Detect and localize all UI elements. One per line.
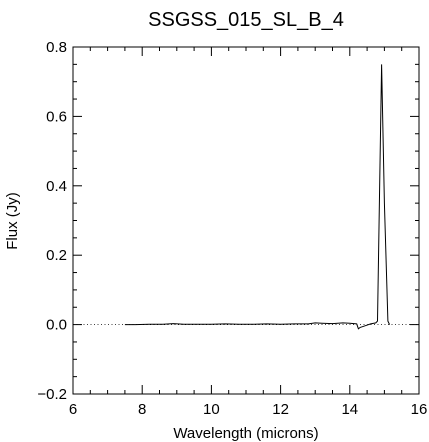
x-tick-label: 14 xyxy=(341,401,358,418)
x-tick-label: 6 xyxy=(69,401,77,418)
x-axis: 6 8 10 12 14 16 xyxy=(69,47,428,418)
chart-title: SSGSS_015_SL_B_4 xyxy=(148,9,344,31)
x-tick-label: 16 xyxy=(411,401,428,418)
y-tick-label: 0.6 xyxy=(46,108,67,125)
y-axis-label: Flux (Jy) xyxy=(4,192,21,250)
x-tick-label: 10 xyxy=(203,401,220,418)
plot-frame xyxy=(72,46,420,395)
y-tick-label: 0.4 xyxy=(46,178,67,195)
y-axis: −0.2 0.0 0.2 0.4 0.6 0.8 xyxy=(37,39,419,403)
flux-spectrum-line xyxy=(124,64,391,330)
y-tick-label: −0.2 xyxy=(37,386,67,403)
plot-area xyxy=(72,46,420,395)
y-tick-label: 0.8 xyxy=(46,39,67,56)
x-tick-label: 8 xyxy=(138,401,146,418)
y-tick-label: 0.0 xyxy=(46,317,67,334)
x-axis-label: Wavelength (microns) xyxy=(173,425,318,442)
y-tick-label: 0.2 xyxy=(46,247,67,264)
x-tick-label: 12 xyxy=(272,401,289,418)
